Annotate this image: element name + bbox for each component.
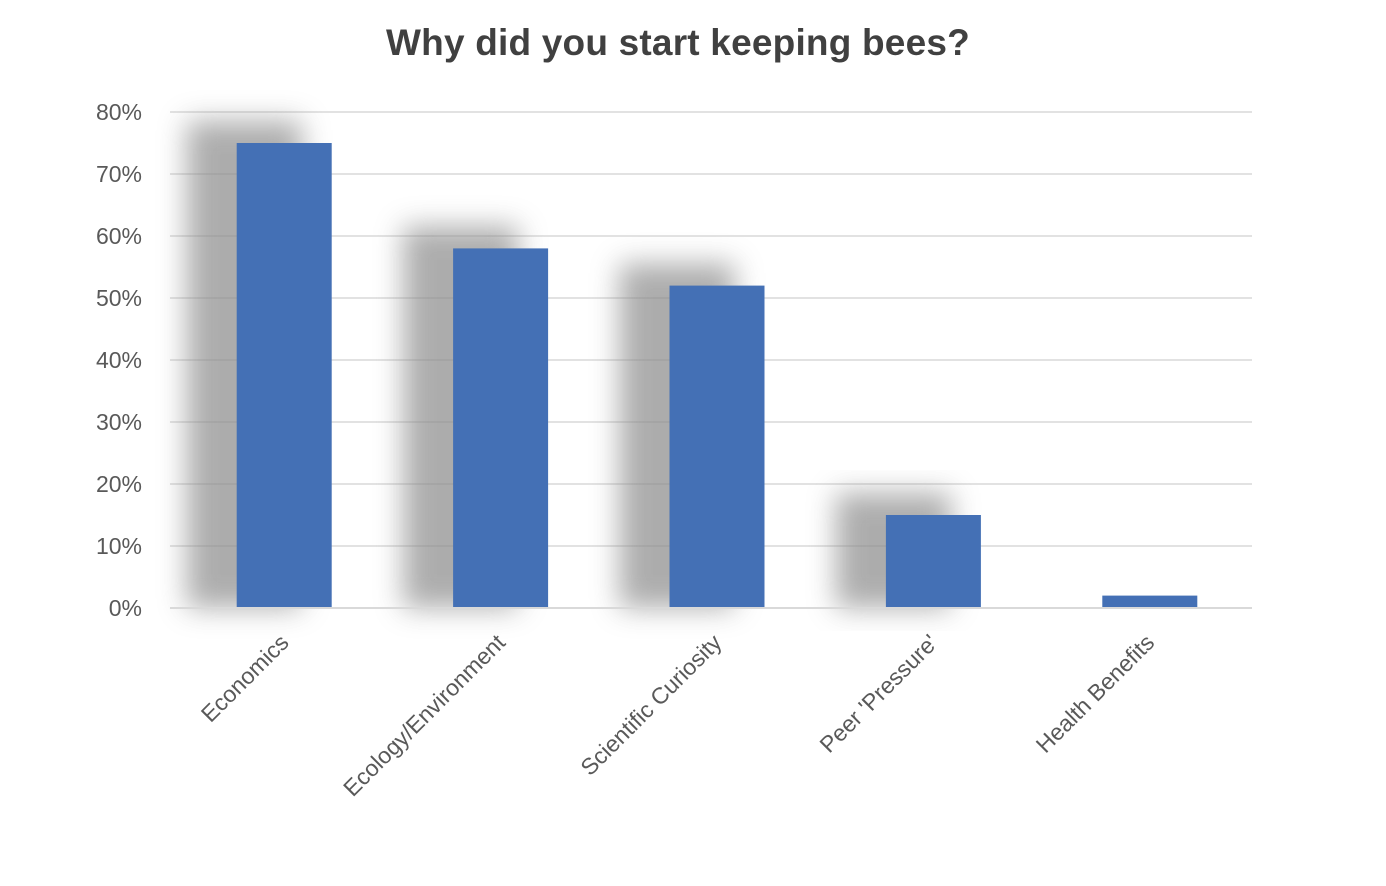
- bar: [453, 248, 549, 608]
- x-category-label: Peer 'Pressure': [814, 629, 943, 758]
- y-tick-label: 50%: [96, 285, 142, 311]
- y-tick-label: 30%: [96, 409, 142, 435]
- y-tick-label: 80%: [96, 99, 142, 125]
- x-category-label: Scientific Curiosity: [575, 629, 727, 781]
- bars: [236, 143, 1198, 608]
- x-category-label: Economics: [196, 629, 294, 727]
- y-tick-label: 0%: [109, 595, 142, 621]
- y-tick-label: 20%: [96, 471, 142, 497]
- bar: [669, 285, 765, 608]
- y-axis-tick-labels: 0% 10% 20% 30% 40% 50% 60% 70% 80%: [96, 99, 142, 621]
- x-category-label: Ecology/Environment: [338, 629, 510, 801]
- bar: [1102, 595, 1198, 608]
- bar: [885, 515, 981, 608]
- y-tick-label: 60%: [96, 223, 142, 249]
- bar: [236, 143, 332, 608]
- y-tick-label: 40%: [96, 347, 142, 373]
- chart-title: Why did you start keeping bees?: [386, 22, 970, 63]
- x-category-label: Health Benefits: [1031, 629, 1160, 758]
- y-tick-label: 70%: [96, 161, 142, 187]
- x-axis-category-labels: Economics Ecology/Environment Scientific C…: [196, 629, 1160, 801]
- y-tick-label: 10%: [96, 533, 142, 559]
